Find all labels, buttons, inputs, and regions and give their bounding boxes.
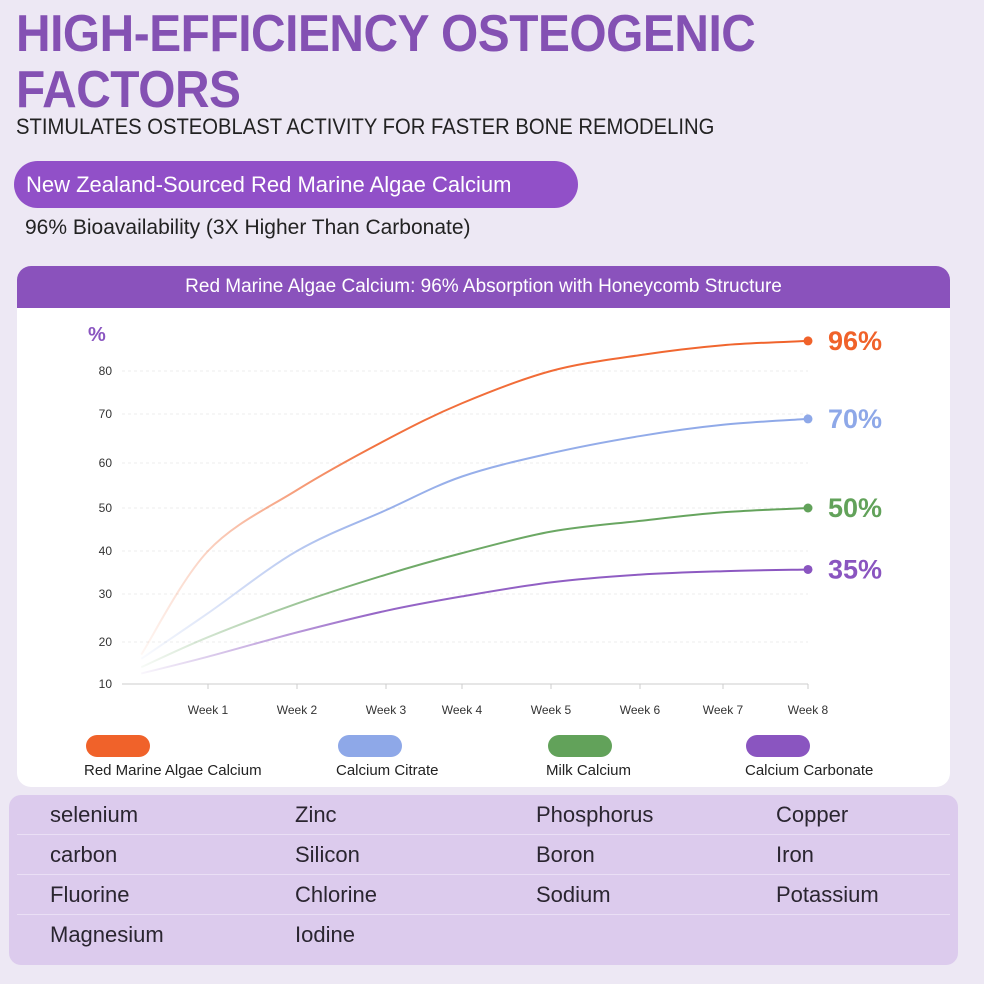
- element-cell: selenium: [50, 801, 139, 827]
- element-cell: Iron: [776, 841, 814, 867]
- series-line: [141, 568, 809, 675]
- element-cell: Sodium: [536, 881, 611, 907]
- legend-label: Calcium Carbonate: [745, 762, 874, 779]
- bioavailability-text: 96% Bioavailability (3X Higher Than Carb…: [25, 216, 471, 239]
- table-row: Magnesium Iodine: [17, 915, 950, 955]
- y-tick-label: 40: [99, 544, 113, 558]
- legend-swatch: [548, 735, 612, 757]
- element-cell: carbon: [50, 841, 118, 867]
- element-cell: Phosphorus: [536, 801, 654, 827]
- series-line: [140, 339, 809, 656]
- x-tick-label: Week 2: [277, 703, 318, 717]
- page-title: HIGH-EFFICIENCY OSTEOGENIC FACTORS: [16, 5, 756, 119]
- chart-title: Red Marine Algae Calcium: 96% Absorption…: [17, 266, 950, 308]
- y-tick-label: 20: [99, 635, 113, 649]
- element-cell: Copper: [776, 801, 849, 827]
- source-pill: New Zealand-Sourced Red Marine Algae Cal…: [14, 161, 578, 208]
- x-tick-label: Week 4: [442, 703, 483, 717]
- y-tick-label: 60: [99, 456, 113, 470]
- series-end-point: [803, 336, 813, 346]
- chart-card: Red Marine Algae Calcium: 96% Absorption…: [17, 266, 950, 787]
- series-end-label: 50%: [828, 493, 882, 523]
- table-row: selenium Zinc Phosphorus Copper: [17, 795, 950, 835]
- table-row: Fluorine Chlorine Sodium Potassium: [17, 875, 950, 915]
- element-cell: Magnesium: [50, 922, 164, 947]
- element-cell: Zinc: [295, 801, 337, 827]
- element-cell: Iodine: [295, 922, 355, 947]
- legend-item: Calcium Citrate: [336, 735, 538, 779]
- series-line: [140, 417, 809, 660]
- x-tick-label: Week 6: [620, 703, 661, 717]
- y-tick-label: 80: [99, 364, 113, 378]
- elements-table: selenium Zinc Phosphorus Copper carbon Silic…: [9, 795, 958, 965]
- x-tick-label: Week 7: [703, 703, 744, 717]
- legend-swatch: [86, 735, 150, 757]
- legend-item: Milk Calcium: [546, 735, 748, 779]
- element-cell: Potassium: [776, 881, 879, 907]
- series-end-label: 96%: [828, 326, 882, 356]
- y-axis-label: %: [88, 324, 106, 346]
- element-cell: Boron: [536, 841, 595, 867]
- series-end-point: [803, 414, 813, 424]
- x-tick-label: Week 3: [366, 703, 407, 717]
- element-cell: Silicon: [295, 841, 360, 867]
- legend-item: Red Marine Algae Calcium: [84, 735, 286, 779]
- legend-item: Calcium Carbonate: [745, 735, 946, 779]
- y-tick-label: 70: [99, 407, 113, 421]
- series-end-label: 70%: [828, 404, 882, 434]
- series-end-point: [803, 503, 813, 513]
- y-tick-label: 10: [99, 677, 113, 691]
- legend-label: Calcium Citrate: [336, 762, 439, 779]
- element-cell: Fluorine: [50, 881, 130, 907]
- series-end-label: 35%: [828, 554, 882, 584]
- element-cell: Chlorine: [295, 881, 377, 907]
- y-tick-label: 30: [99, 587, 113, 601]
- legend-label: Milk Calcium: [546, 762, 632, 779]
- x-tick-label: Week 8: [788, 703, 829, 717]
- x-tick-label: Week 5: [531, 703, 572, 717]
- series-line: [140, 507, 809, 669]
- x-tick-label: Week 1: [188, 703, 229, 717]
- legend-swatch: [746, 735, 810, 757]
- table-row: carbon Silicon Boron Iron: [17, 835, 950, 875]
- page-subtitle: STIMULATES OSTEOBLAST ACTIVITY FOR FASTE…: [16, 114, 715, 139]
- series-end-point: [803, 564, 813, 574]
- legend-swatch: [338, 735, 402, 757]
- legend-label: Red Marine Algae Calcium: [84, 762, 262, 779]
- y-tick-label: 50: [99, 501, 113, 515]
